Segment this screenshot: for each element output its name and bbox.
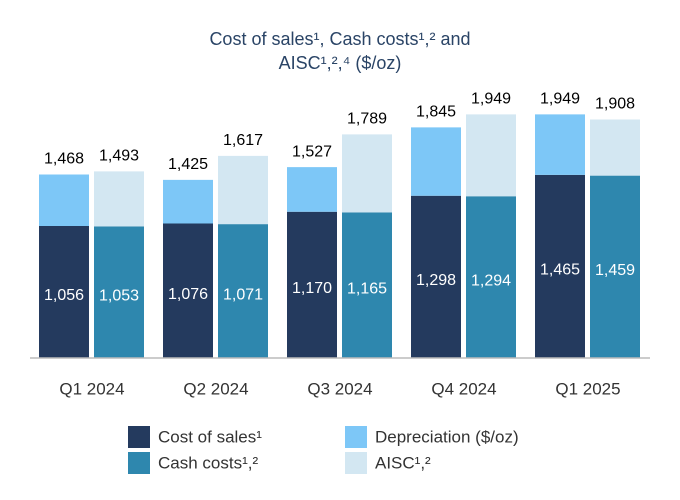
total-label: 1,908 <box>595 96 635 113</box>
legend-label: Cost of sales¹ <box>158 427 262 446</box>
bar-segment <box>39 174 89 226</box>
bar-segment <box>218 224 268 358</box>
bar-segment <box>39 226 89 358</box>
x-tick-label: Q1 2025 <box>555 379 620 398</box>
legend-label: AISC¹,² <box>375 453 431 472</box>
bar-segment <box>535 114 585 175</box>
x-tick-label: Q2 2024 <box>183 379 248 398</box>
bar-segment <box>218 155 268 225</box>
total-label: 1,949 <box>540 91 580 108</box>
bar-segment <box>466 196 516 358</box>
total-label: 1,468 <box>44 151 84 168</box>
total-label: 1,617 <box>223 132 263 149</box>
total-label: 1,845 <box>416 104 456 121</box>
value-label: 1,294 <box>471 272 511 289</box>
bar-segment <box>163 223 213 358</box>
bar-segment <box>342 212 392 358</box>
chart-title: AISC¹,²,⁴ ($/oz) <box>279 53 402 73</box>
total-label: 1,425 <box>168 156 208 173</box>
bar-segment <box>342 134 392 213</box>
total-label: 1,527 <box>292 143 332 160</box>
value-label: 1,053 <box>99 287 139 304</box>
legend-swatch <box>345 452 367 474</box>
legend-label: Depreciation ($/oz) <box>375 427 519 446</box>
total-label: 1,949 <box>471 91 511 108</box>
bar-segment <box>411 195 461 358</box>
legend-swatch <box>128 426 150 448</box>
bar-segment <box>590 119 640 176</box>
value-label: 1,459 <box>595 262 635 279</box>
value-label: 1,298 <box>416 272 456 289</box>
bar-segment <box>287 211 337 358</box>
bar-segment <box>466 114 516 197</box>
value-label: 1,465 <box>540 262 580 279</box>
x-tick-label: Q1 2024 <box>59 379 124 398</box>
bar-segment <box>287 167 337 212</box>
bar-segment <box>163 179 213 224</box>
bar-segment <box>94 171 144 227</box>
value-label: 1,076 <box>168 286 208 303</box>
value-label: 1,170 <box>292 280 332 297</box>
value-label: 1,071 <box>223 286 263 303</box>
bar-segment <box>411 127 461 196</box>
bar-segment <box>590 175 640 358</box>
value-label: 1,056 <box>44 287 84 304</box>
x-tick-label: Q3 2024 <box>307 379 372 398</box>
bar-segment <box>535 174 585 358</box>
x-tick-label: Q4 2024 <box>431 379 496 398</box>
bar-segment <box>94 226 144 358</box>
total-label: 1,789 <box>347 111 387 128</box>
total-label: 1,493 <box>99 148 139 165</box>
legend-label: Cash costs¹,² <box>158 453 258 472</box>
chart-title: Cost of sales¹, Cash costs¹,² and <box>209 29 470 49</box>
legend-swatch <box>345 426 367 448</box>
value-label: 1,165 <box>347 280 387 297</box>
legend-swatch <box>128 452 150 474</box>
